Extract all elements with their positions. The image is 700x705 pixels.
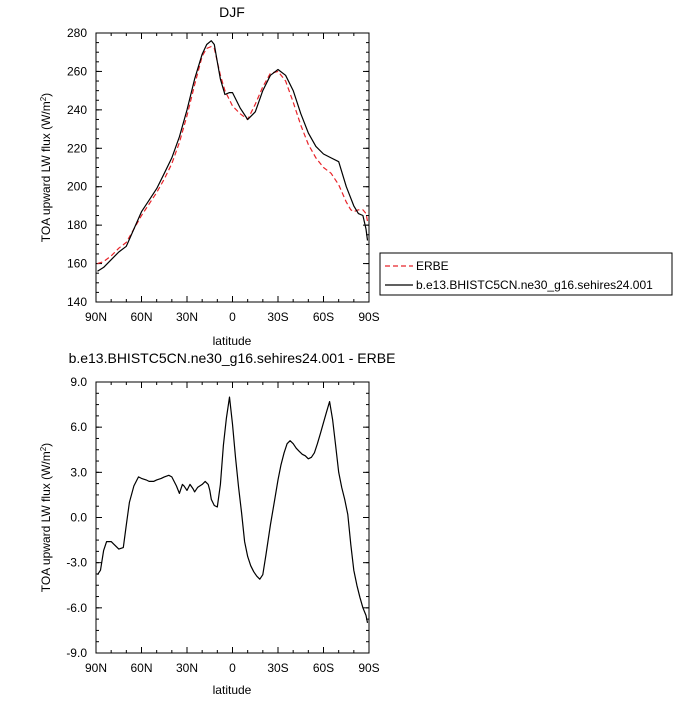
bottom-xtick-label: 90N (85, 661, 107, 675)
bottom-chart-title: b.e13.BHISTC5CN.ne30_g16.sehires24.001 -… (69, 350, 396, 366)
top-ytick-label: 140 (67, 295, 87, 309)
legend-box (379, 252, 673, 296)
top-y-axis-label: TOA upward LW flux (W/m2) (39, 93, 53, 242)
top-ytick-label: 280 (67, 26, 87, 40)
top-chart-title: DJF (219, 4, 245, 20)
bottom-xtick-label: 60S (313, 661, 334, 675)
bottom-x-axis-label: latitude (213, 683, 252, 697)
top-xtick-label: 60S (313, 310, 334, 324)
bottom-panel: b.e13.BHISTC5CN.ne30_g16.sehires24.001 -… (39, 350, 395, 697)
bottom-xtick-label: 60N (130, 661, 152, 675)
top-xtick-label: 90N (85, 310, 107, 324)
bottom-ytick-label: -3.0 (66, 556, 87, 570)
bottom-ytick-label: -9.0 (66, 646, 87, 660)
legend-model-label: b.e13.BHISTC5CN.ne30_g16.sehires24.001 (416, 278, 653, 292)
bottom-ytick-label: 9.0 (70, 375, 87, 389)
bottom-xtick-label: 30N (176, 661, 198, 675)
bottom-xtick-label: 30S (267, 661, 288, 675)
bottom-ytick-label: 3.0 (70, 465, 87, 479)
bottom-ytick-label: 0.0 (70, 511, 87, 525)
top-xtick-label: 0 (229, 310, 236, 324)
top-series-line-erbe (97, 45, 369, 265)
top-x-axis-label: latitude (213, 334, 252, 348)
top-panel: DJF 90N 60N 30N 0 30S 60S 90S 140 160 180 200 220 24… (39, 4, 673, 348)
bottom-ytick-label: 6.0 (70, 420, 87, 434)
bottom-ytick-label: -6.0 (66, 601, 87, 615)
bottom-series-line-difference (97, 396, 369, 624)
legend-erbe-label: ERBE (416, 259, 449, 273)
top-ytick-label: 260 (67, 64, 87, 78)
top-ytick-label: 220 (67, 141, 87, 155)
top-xtick-label: 60N (130, 310, 152, 324)
bottom-xtick-label: 0 (229, 661, 236, 675)
bottom-xtick-label: 90S (358, 661, 379, 675)
top-xtick-label: 90S (358, 310, 379, 324)
top-xtick-label: 30N (176, 310, 198, 324)
top-plot-frame (95, 32, 370, 303)
top-xtick-label: 30S (267, 310, 288, 324)
top-series-line-model (97, 40, 369, 272)
top-ytick-label: 240 (67, 103, 87, 117)
top-ytick-label: 160 (67, 257, 87, 271)
legend: ERBE b.e13.BHISTC5CN.ne30_g16.sehires24.… (379, 252, 673, 296)
bottom-y-axis-label: TOA upward LW flux (W/m2) (39, 443, 53, 592)
top-ytick-label: 180 (67, 218, 87, 232)
top-ytick-label: 200 (67, 180, 87, 194)
